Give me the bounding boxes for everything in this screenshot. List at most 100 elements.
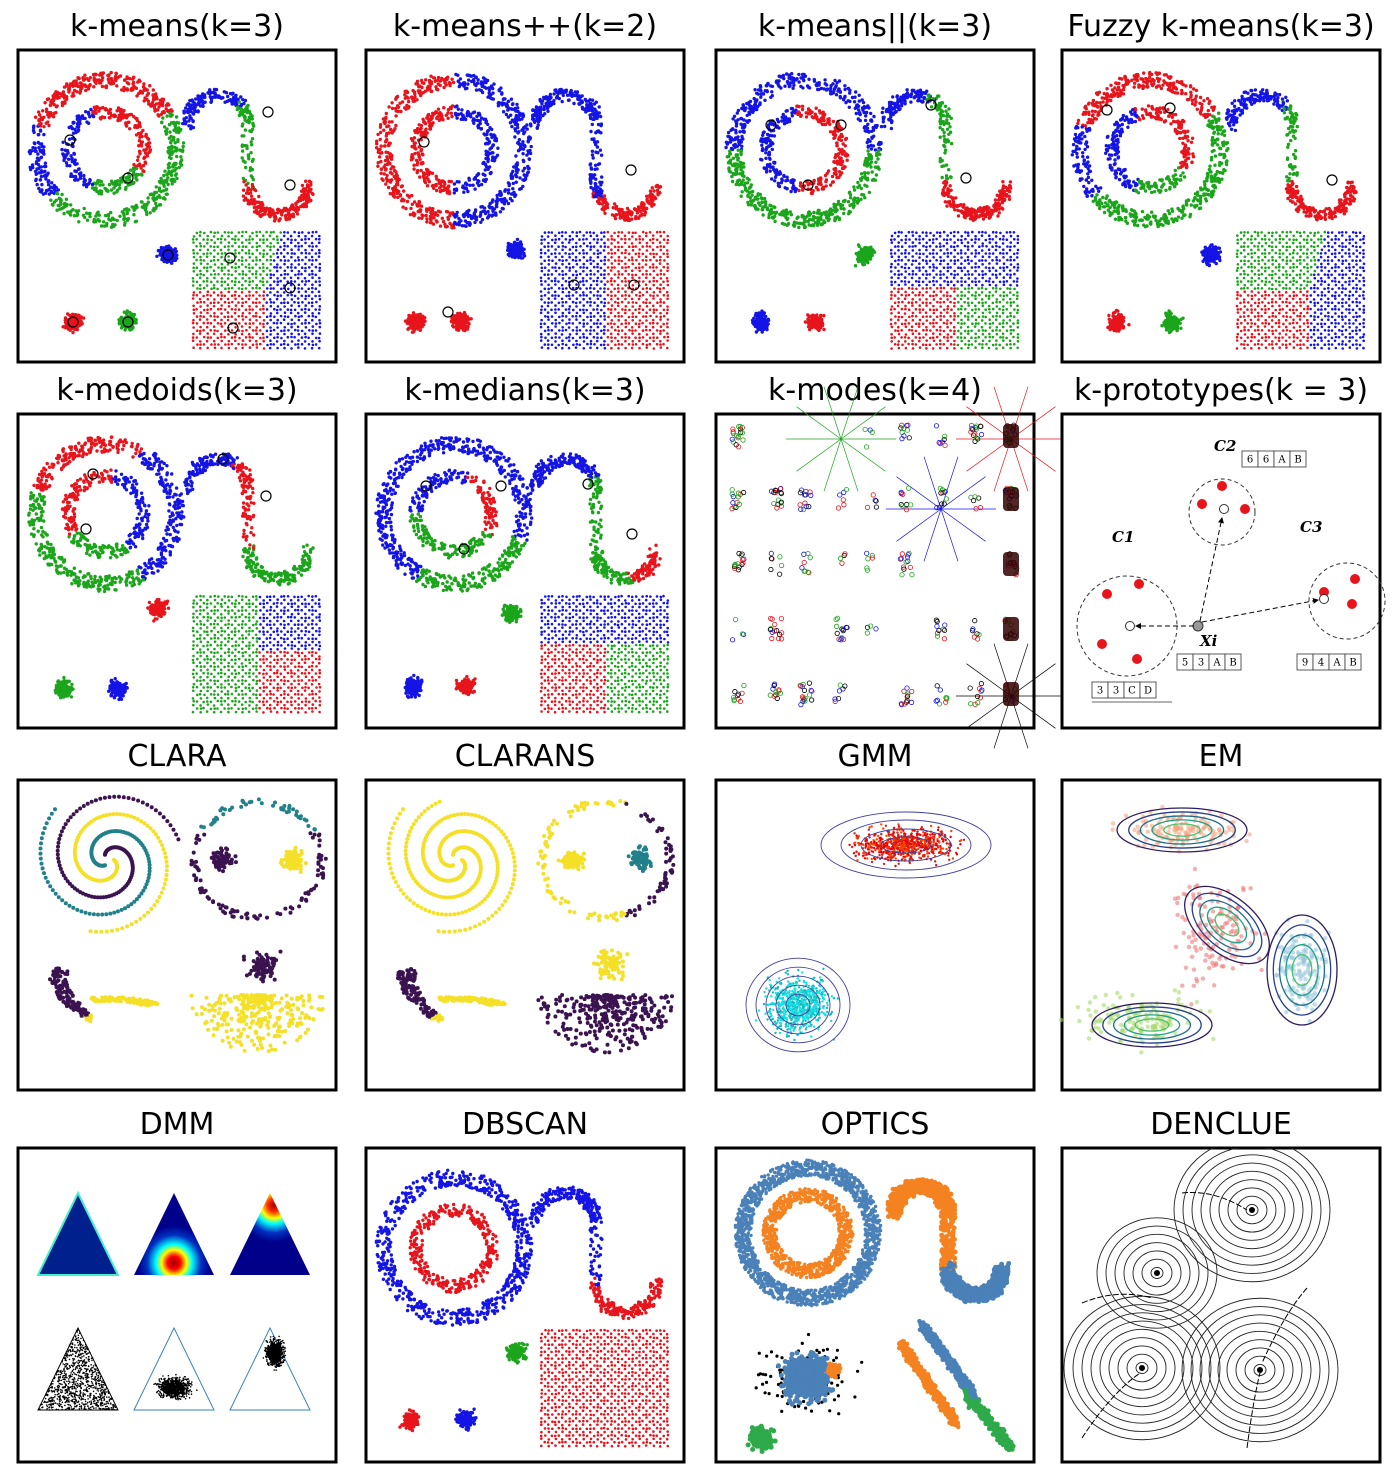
point	[234, 235, 237, 238]
point	[255, 270, 258, 273]
point	[477, 179, 481, 183]
point	[429, 80, 433, 84]
point	[59, 202, 63, 206]
point	[557, 237, 561, 241]
point	[144, 203, 149, 207]
point	[220, 255, 223, 259]
point	[275, 322, 279, 325]
point	[474, 217, 478, 221]
point	[462, 116, 466, 120]
point	[543, 301, 547, 304]
point	[564, 272, 568, 276]
point	[276, 305, 280, 308]
point	[568, 234, 572, 238]
point	[220, 312, 223, 315]
point	[172, 135, 176, 140]
point	[191, 238, 195, 241]
point	[318, 280, 321, 283]
point	[297, 283, 301, 287]
point	[482, 80, 487, 85]
point	[620, 336, 624, 339]
point	[301, 301, 304, 304]
point	[209, 322, 213, 325]
point	[617, 290, 620, 293]
point	[317, 312, 321, 315]
point	[564, 300, 568, 304]
point	[200, 98, 204, 103]
point	[567, 241, 571, 244]
point	[413, 95, 417, 99]
point	[314, 265, 318, 269]
point	[456, 73, 460, 77]
point	[317, 346, 321, 350]
point	[469, 317, 473, 321]
panel-plot	[27, 70, 322, 350]
point	[174, 130, 179, 134]
point	[564, 252, 567, 255]
point	[418, 127, 422, 131]
point	[385, 173, 389, 178]
point	[293, 308, 297, 312]
point	[540, 283, 543, 286]
point	[241, 329, 244, 333]
point	[286, 322, 290, 326]
point	[557, 287, 561, 290]
point	[269, 287, 273, 290]
point	[540, 238, 543, 242]
point	[311, 272, 314, 276]
point	[67, 86, 71, 91]
point	[627, 294, 631, 297]
point	[254, 301, 258, 305]
point	[617, 255, 621, 259]
point	[560, 297, 564, 301]
point	[627, 301, 630, 304]
point	[260, 201, 264, 205]
point	[631, 269, 634, 272]
point	[48, 103, 53, 107]
point	[468, 223, 472, 227]
point	[593, 163, 598, 167]
point	[217, 273, 220, 276]
point	[602, 194, 607, 198]
point	[60, 103, 65, 108]
point	[238, 322, 241, 325]
point	[606, 329, 610, 332]
point	[71, 84, 75, 88]
point	[230, 307, 234, 311]
point	[412, 319, 417, 324]
point	[122, 108, 126, 113]
point	[300, 287, 304, 290]
point	[122, 208, 127, 212]
point	[624, 346, 627, 350]
point	[596, 294, 599, 297]
point	[66, 157, 71, 161]
point	[620, 259, 623, 263]
point	[234, 280, 237, 283]
point	[620, 329, 624, 332]
point	[539, 248, 543, 252]
point	[582, 293, 585, 297]
point	[294, 259, 297, 262]
point	[606, 343, 610, 347]
point	[258, 286, 261, 290]
point	[624, 290, 627, 293]
point	[303, 283, 307, 286]
point	[385, 162, 390, 167]
point	[213, 315, 216, 318]
point	[156, 113, 160, 117]
point	[196, 329, 199, 333]
point	[259, 273, 262, 276]
point	[52, 115, 56, 119]
point	[209, 245, 212, 248]
point	[276, 283, 279, 287]
point	[653, 195, 657, 199]
point	[613, 266, 616, 269]
point	[315, 245, 318, 248]
point	[212, 245, 216, 249]
point	[150, 103, 155, 108]
point	[198, 297, 202, 301]
point	[574, 346, 578, 349]
point	[617, 259, 621, 262]
point	[254, 314, 258, 318]
point	[143, 208, 148, 212]
